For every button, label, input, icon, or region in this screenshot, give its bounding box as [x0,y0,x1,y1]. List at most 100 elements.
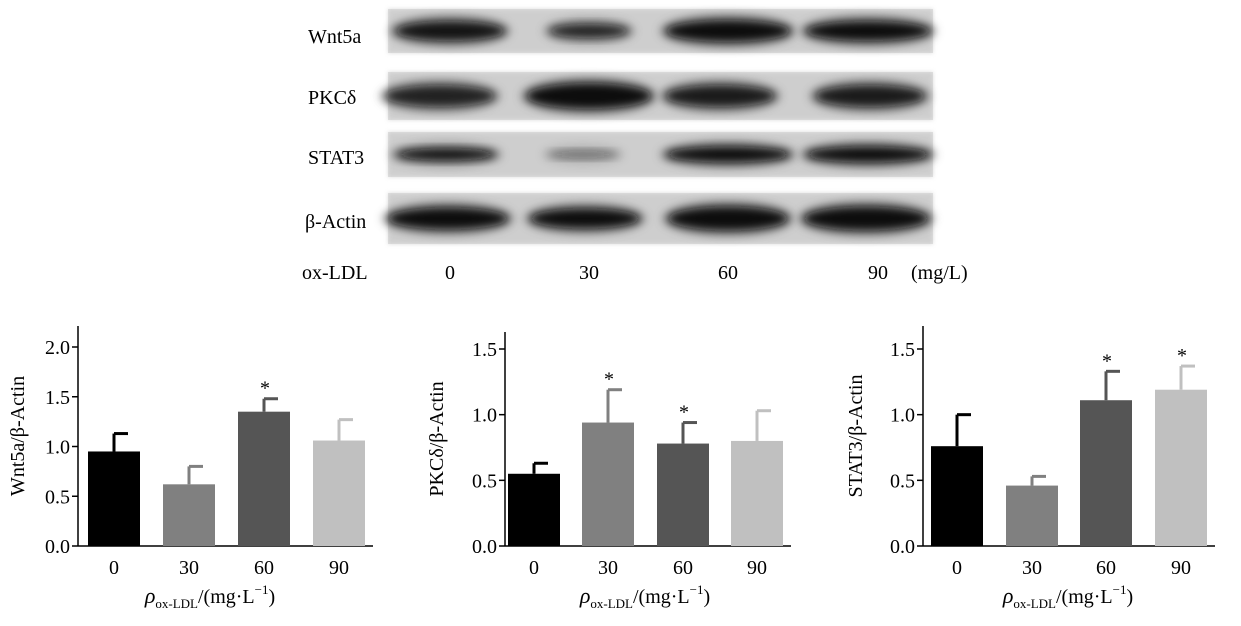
y-tick-label: 0.0 [890,536,915,558]
blot-band-lane-3 [805,146,931,163]
y-axis-label: PKCδ/β-Actin [426,381,448,496]
blot-strips [379,9,937,244]
x-tick-label-60: 60 [1096,557,1116,579]
x-tick-label-0: 0 [109,557,119,579]
bar-60 [238,411,290,546]
chart-stat3: 0.0 0.5 1.0 1.5 0 30 * 60 * 90 STAT3/β-Actin ρox-LD… [845,326,1215,611]
blot-dose-60: 60 [718,262,738,284]
x-tick-label-90: 90 [329,557,349,579]
blot-dose-unit: (mg/L) [911,262,968,284]
blot-label-bactin: β-Actin [305,211,366,233]
significance-marker-60: * [679,402,689,424]
chart-pkcd: 0.0 0.5 1.0 1.5 0 * 30 * 60 90 PKCδ/β-Actin ρox-LDL… [426,332,791,611]
x-tick-label-30: 30 [598,557,618,579]
x-axis-label-exponent: −1 [255,582,269,597]
blot-band-lane-2 [665,146,791,163]
bar-30 [582,422,634,546]
blot-band-lane-1 [526,83,652,109]
blot-band-lane-3 [815,85,925,107]
x-axis-label: ρox-LDL/(mg·L−1) [1002,582,1133,611]
blot-dose-30: 30 [579,262,599,284]
x-axis-label-close: ) [269,586,276,608]
blot-band-lane-1 [530,208,640,229]
y-tick-label: 0.5 [472,470,497,492]
y-tick-label: 1.0 [472,405,497,427]
blot-band-lane-2 [668,206,788,231]
x-axis-label-exponent: −1 [690,582,704,597]
blot-band-lane-3 [805,21,931,41]
x-axis-label: ρox-LDL/(mg·L−1) [144,582,275,611]
bar-30 [163,484,215,546]
x-axis-label-symbol: ρ [144,583,156,608]
blot-label-pkcd: PKCδ [308,87,356,109]
y-tick-label: 0.5 [45,486,70,508]
x-axis-label-close: ) [1127,586,1134,608]
x-axis-label-subscript: ox-LDL [1013,596,1056,611]
y-tick-label: 1.5 [45,387,70,409]
y-tick-label: 1.0 [890,405,915,427]
blot-strip-pkcd [379,72,933,120]
blot-band-lane-2 [665,20,791,42]
x-axis-label-close: ) [704,586,711,608]
y-tick-label: 0.0 [472,536,497,558]
blot-band-lane-0 [385,85,495,107]
blot-strip-wnt5a [388,9,937,53]
blot-dose-0: 0 [445,262,455,284]
bar-90 [731,440,783,546]
x-tick-label-90: 90 [1171,557,1191,579]
blot-treatment-label: ox-LDL [302,262,368,284]
bar-30 [1006,485,1058,546]
blot-band-lane-1 [548,150,618,159]
bar-0 [931,446,983,546]
x-axis-label-unit: /(mg·L [633,586,690,608]
y-tick-label: 1.5 [890,339,915,361]
x-axis-label-subscript: ox-LDL [590,596,633,611]
x-tick-label-30: 30 [1022,557,1042,579]
x-axis-label-exponent: −1 [1113,582,1127,597]
chart-wnt5a: 0.0 0.5 1.0 1.5 2.0 0 30 * 60 90 Wnt5a/β-Actin ρox-… [7,326,373,611]
significance-marker-60: * [260,378,270,400]
blot-dose-90: 90 [868,262,888,284]
blot-band-lane-2 [665,85,775,107]
y-axis-label: Wnt5a/β-Actin [7,376,29,496]
blot-band-lane-0 [395,21,505,41]
x-tick-label-30: 30 [179,557,199,579]
bar-90 [1155,389,1207,546]
y-tick-label: 0.5 [890,470,915,492]
blot-band-lane-1 [549,24,629,38]
y-tick-label: 1.0 [45,437,70,459]
bar-60 [1080,400,1132,546]
significance-marker-90: * [1177,345,1187,367]
bar-90 [313,440,365,546]
blot-label-wnt5a: Wnt5a [308,26,361,48]
blot-dose-row: ox-LDL 0 30 60 90 (mg/L) [302,262,968,284]
bar-60 [657,443,709,546]
y-tick-label: 1.5 [472,339,497,361]
y-axis-label: STAT3/β-Actin [845,374,867,497]
x-tick-label-60: 60 [254,557,274,579]
x-tick-label-90: 90 [747,557,767,579]
blot-band-lane-0 [388,207,508,230]
x-axis-label-symbol: ρ [1002,583,1014,608]
bar-0 [508,473,560,546]
x-tick-label-0: 0 [529,557,539,579]
x-tick-label-0: 0 [952,557,962,579]
blot-strip-bactin [382,193,935,244]
blot-row-labels: Wnt5a PKCδ STAT3 β-Actin [305,26,366,233]
western-blot-panel: Wnt5a PKCδ STAT3 β-Actin ox-LDL 0 30 60 … [302,9,968,284]
x-axis-label-unit: /(mg·L [198,586,255,608]
x-axis-label-unit: /(mg·L [1056,586,1113,608]
y-tick-label: 2.0 [45,337,70,359]
y-tick-label: 0.0 [45,536,70,558]
blot-band-lane-0 [396,148,496,161]
x-axis-label: ρox-LDL/(mg·L−1) [579,582,710,611]
significance-marker-60: * [1102,350,1112,372]
x-axis-label-symbol: ρ [579,583,591,608]
significance-marker-30: * [604,369,614,391]
bar-0 [88,451,140,546]
x-axis-label-subscript: ox-LDL [155,596,198,611]
blot-strip-stat3 [388,132,937,177]
x-tick-label-60: 60 [673,557,693,579]
blot-band-lane-3 [803,206,929,231]
